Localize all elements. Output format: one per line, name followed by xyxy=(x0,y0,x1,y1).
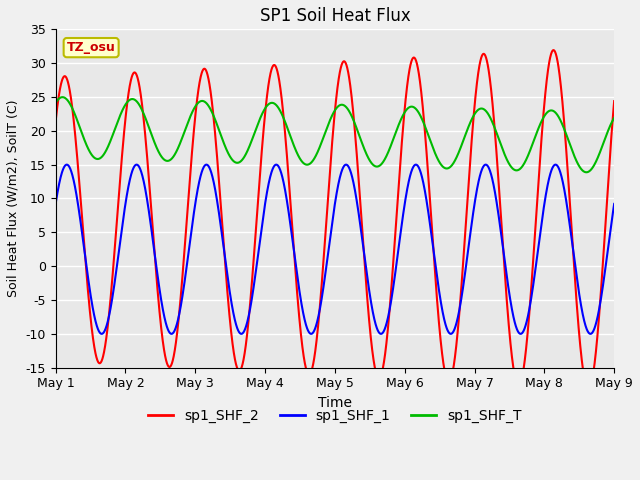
sp1_SHF_2 xyxy=(584,386,592,392)
sp1_SHF_T xyxy=(291,144,298,149)
Legend: sp1_SHF_2, sp1_SHF_1, sp1_SHF_T: sp1_SHF_2, sp1_SHF_1, sp1_SHF_T xyxy=(142,403,527,429)
sp1_SHF_2 xyxy=(148,223,156,228)
Line: sp1_SHF_2: sp1_SHF_2 xyxy=(56,50,614,389)
sp1_SHF_1 xyxy=(291,250,298,256)
sp1_SHF_1 xyxy=(266,175,274,180)
Line: sp1_SHF_1: sp1_SHF_1 xyxy=(56,165,614,334)
sp1_SHF_T xyxy=(611,115,618,121)
Title: SP1 Soil Heat Flux: SP1 Soil Heat Flux xyxy=(259,7,410,25)
sp1_SHF_T xyxy=(582,169,590,175)
sp1_SHF_T xyxy=(116,114,124,120)
sp1_SHF_1 xyxy=(116,244,124,250)
sp1_SHF_2 xyxy=(550,47,557,53)
sp1_SHF_2 xyxy=(600,250,607,256)
sp1_SHF_T xyxy=(600,140,607,145)
X-axis label: Time: Time xyxy=(318,396,352,410)
sp1_SHF_T xyxy=(540,115,547,121)
sp1_SHF_1 xyxy=(63,162,70,168)
sp1_SHF_T xyxy=(52,100,60,106)
sp1_SHF_1 xyxy=(52,201,60,207)
Y-axis label: Soil Heat Flux (W/m2), SoilT (C): Soil Heat Flux (W/m2), SoilT (C) xyxy=(7,100,20,297)
sp1_SHF_1 xyxy=(307,331,315,336)
Text: TZ_osu: TZ_osu xyxy=(67,41,115,54)
sp1_SHF_T xyxy=(148,135,156,141)
sp1_SHF_2 xyxy=(290,249,298,255)
sp1_SHF_1 xyxy=(600,278,607,284)
sp1_SHF_T xyxy=(266,100,274,106)
sp1_SHF_1 xyxy=(540,207,547,213)
sp1_SHF_T xyxy=(59,94,67,100)
Line: sp1_SHF_T: sp1_SHF_T xyxy=(56,97,614,172)
sp1_SHF_2 xyxy=(52,119,60,124)
sp1_SHF_1 xyxy=(148,236,156,241)
sp1_SHF_2 xyxy=(115,187,123,192)
sp1_SHF_2 xyxy=(539,116,547,122)
sp1_SHF_2 xyxy=(266,74,274,80)
sp1_SHF_1 xyxy=(611,201,618,207)
sp1_SHF_2 xyxy=(611,98,618,104)
